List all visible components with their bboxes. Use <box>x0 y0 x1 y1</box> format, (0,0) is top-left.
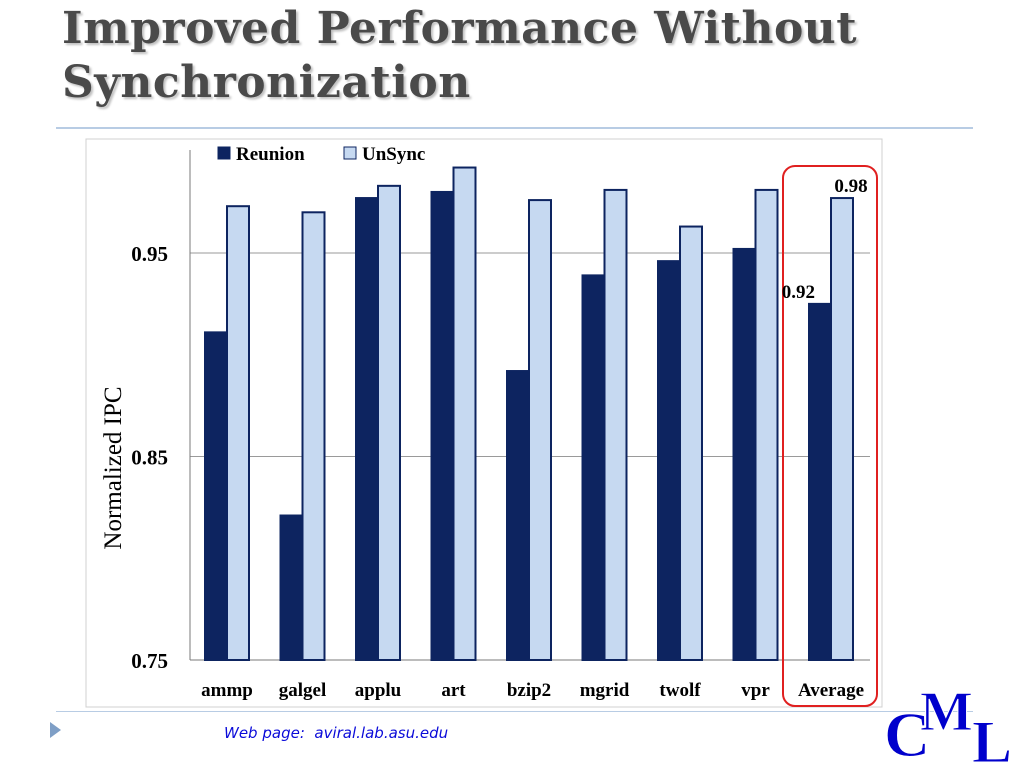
slide-title: Improved Performance Without Synchroniza… <box>62 2 1002 110</box>
x-tick-label: twolf <box>659 680 701 701</box>
bar-reunion-mgrid <box>581 274 606 661</box>
legend-swatch-reunion <box>217 146 231 160</box>
footer-divider <box>56 711 973 712</box>
x-tick-label: vpr <box>741 680 770 701</box>
bar-reunion-ammp <box>204 331 228 661</box>
x-tick-label: art <box>441 680 466 701</box>
bar-reunion-art <box>430 190 455 661</box>
y-tick-label: 0.75 <box>131 649 168 673</box>
footer-arrow-icon <box>50 722 61 738</box>
bar-unsync-twolf <box>679 225 703 661</box>
y-tick-label: 0.95 <box>131 242 168 266</box>
svg-text:M: M <box>920 681 973 743</box>
slide-title-line-2: Synchronization <box>62 57 471 108</box>
bar-unsync-mgrid <box>603 188 628 661</box>
x-tick-label: galgel <box>279 680 327 701</box>
y-tick-label: 0.85 <box>131 446 168 470</box>
legend-label-unsync: UnSync <box>362 144 425 165</box>
legend-label-reunion: Reunion <box>236 144 305 165</box>
bar-reunion-vpr <box>732 247 757 661</box>
data-label-reunion-average: 0.92 <box>782 282 815 303</box>
bar-reunion-average <box>808 302 832 661</box>
bar-reunion-applu <box>355 197 379 661</box>
x-tick-label: applu <box>355 680 402 701</box>
legend-swatch-unsync <box>343 146 357 160</box>
bar-unsync-vpr <box>754 188 779 661</box>
bar-reunion-bzip2 <box>506 370 530 661</box>
x-tick-label: bzip2 <box>507 680 551 701</box>
bar-unsync-art <box>452 166 477 661</box>
svg-text:C: C <box>884 699 930 768</box>
bar-unsync-applu <box>377 184 401 661</box>
bar-unsync-bzip2 <box>528 199 552 661</box>
cml-logo-icon: C M L <box>884 681 1013 768</box>
bar-unsync-ammp <box>226 205 250 661</box>
x-tick-label: mgrid <box>580 680 630 701</box>
footer-web-page-link[interactable]: Web page: aviral.lab.asu.edu <box>224 724 449 742</box>
x-tick-label: ammp <box>201 680 253 701</box>
y-axis-label: Normalized IPC <box>100 386 127 549</box>
bar-unsync-galgel <box>301 211 326 662</box>
data-label-unsync-average: 0.98 <box>834 176 867 197</box>
title-divider <box>56 127 973 129</box>
slide-title-line-1: Improved Performance Without <box>62 3 858 54</box>
bar-reunion-twolf <box>657 260 681 661</box>
x-tick-label: Average <box>798 680 864 701</box>
bar-unsync-average <box>830 197 854 661</box>
svg-text:L: L <box>972 709 1012 768</box>
bar-reunion-galgel <box>279 514 304 662</box>
highlight-box <box>782 165 878 707</box>
